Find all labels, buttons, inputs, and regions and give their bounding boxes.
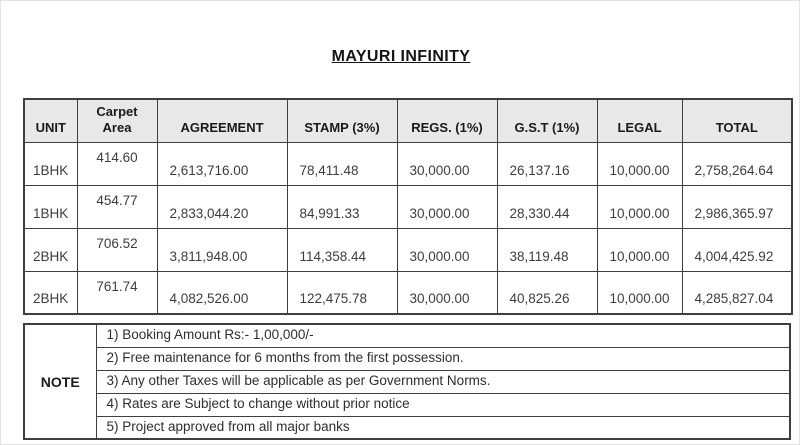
table-row: 2BHK 706.52 3,811,948.00 114,358.44 30,000.0… bbox=[23, 227, 793, 272]
note-row: 3) Any other Taxes will be applicable as… bbox=[24, 369, 791, 394]
column-header-regs: REGS. (1%) bbox=[396, 98, 498, 143]
cell-agreement: 2,833,044.20 bbox=[156, 184, 288, 229]
pricing-table: UNIT Carpet Area AGREEMENT STAMP (3%) REGS. … bbox=[23, 98, 793, 315]
note-row: 2) Free maintenance for 6 months from th… bbox=[24, 346, 791, 371]
cell-regs: 30,000.00 bbox=[396, 270, 498, 315]
column-header-carpet-area: Carpet Area bbox=[76, 98, 158, 143]
table-row: 1BHK 414.60 2,613,716.00 78,411.48 30,000.00… bbox=[23, 141, 793, 186]
cell-total: 2,758,264.64 bbox=[681, 141, 793, 186]
column-header-unit: UNIT bbox=[23, 98, 78, 143]
note-body: NOTE 1) Booking Amount Rs:- 1,00,000/- 2) … bbox=[23, 323, 791, 440]
note-item: 2) Free maintenance for 6 months from th… bbox=[95, 346, 791, 371]
cell-unit: 1BHK bbox=[23, 141, 78, 186]
column-header-gst: G.S.T (1%) bbox=[496, 98, 598, 143]
cell-legal: 10,000.00 bbox=[596, 184, 683, 229]
table-row: 2BHK 761.74 4,082,526.00 122,475.78 30,000.0… bbox=[23, 270, 793, 315]
column-header-legal: LEGAL bbox=[596, 98, 683, 143]
pricing-header-row: UNIT Carpet Area AGREEMENT STAMP (3%) REGS. … bbox=[23, 98, 793, 143]
cell-unit: 2BHK bbox=[23, 227, 78, 272]
cell-carpet-area: 414.60 bbox=[76, 141, 158, 186]
note-row: 5) Project approved from all major banks bbox=[24, 415, 791, 440]
cell-regs: 30,000.00 bbox=[396, 227, 498, 272]
cell-stamp: 78,411.48 bbox=[286, 141, 398, 186]
cell-carpet-area: 706.52 bbox=[76, 227, 158, 272]
cell-stamp: 114,358.44 bbox=[286, 227, 398, 272]
note-label: NOTE bbox=[23, 323, 97, 440]
note-row: NOTE 1) Booking Amount Rs:- 1,00,000/- bbox=[23, 323, 791, 440]
column-header-total: TOTAL bbox=[681, 98, 793, 143]
cell-total: 4,004,425.92 bbox=[681, 227, 793, 272]
cell-stamp: 84,991.33 bbox=[286, 184, 398, 229]
cell-gst: 26,137.16 bbox=[496, 141, 598, 186]
cell-regs: 30,000.00 bbox=[396, 141, 498, 186]
cell-stamp: 122,475.78 bbox=[286, 270, 398, 315]
cell-legal: 10,000.00 bbox=[596, 141, 683, 186]
cell-gst: 40,825.26 bbox=[496, 270, 598, 315]
cell-carpet-area: 761.74 bbox=[76, 270, 158, 315]
cell-legal: 10,000.00 bbox=[596, 270, 683, 315]
column-header-stamp: STAMP (3%) bbox=[286, 98, 398, 143]
cell-total: 2,986,365.97 bbox=[681, 184, 793, 229]
cell-agreement: 3,811,948.00 bbox=[156, 227, 288, 272]
column-header-agreement: AGREEMENT bbox=[156, 98, 288, 143]
note-row: 4) Rates are Subject to change without p… bbox=[24, 392, 791, 417]
cell-agreement: 4,082,526.00 bbox=[156, 270, 288, 315]
note-item: 4) Rates are Subject to change without p… bbox=[95, 392, 791, 417]
cell-carpet-area: 454.77 bbox=[76, 184, 158, 229]
note-item: 1) Booking Amount Rs:- 1,00,000/- bbox=[95, 323, 791, 348]
table-row: 1BHK 454.77 2,833,044.20 84,991.33 30,000.00… bbox=[23, 184, 793, 229]
note-item: 3) Any other Taxes will be applicable as… bbox=[95, 369, 791, 394]
cell-regs: 30,000.00 bbox=[396, 184, 498, 229]
note-item: 5) Project approved from all major banks bbox=[95, 415, 791, 440]
pricing-body: 1BHK 414.60 2,613,716.00 78,411.48 30,000.00… bbox=[23, 141, 793, 315]
cell-total: 4,285,827.04 bbox=[681, 270, 793, 315]
cell-unit: 2BHK bbox=[23, 270, 78, 315]
note-table: NOTE 1) Booking Amount Rs:- 1,00,000/- 2) … bbox=[23, 323, 791, 440]
cell-legal: 10,000.00 bbox=[596, 227, 683, 272]
cell-gst: 28,330.44 bbox=[496, 184, 598, 229]
cell-agreement: 2,613,716.00 bbox=[156, 141, 288, 186]
cell-gst: 38,119.48 bbox=[496, 227, 598, 272]
page-title: MAYURI INFINITY bbox=[331, 48, 471, 65]
cell-unit: 1BHK bbox=[23, 184, 78, 229]
